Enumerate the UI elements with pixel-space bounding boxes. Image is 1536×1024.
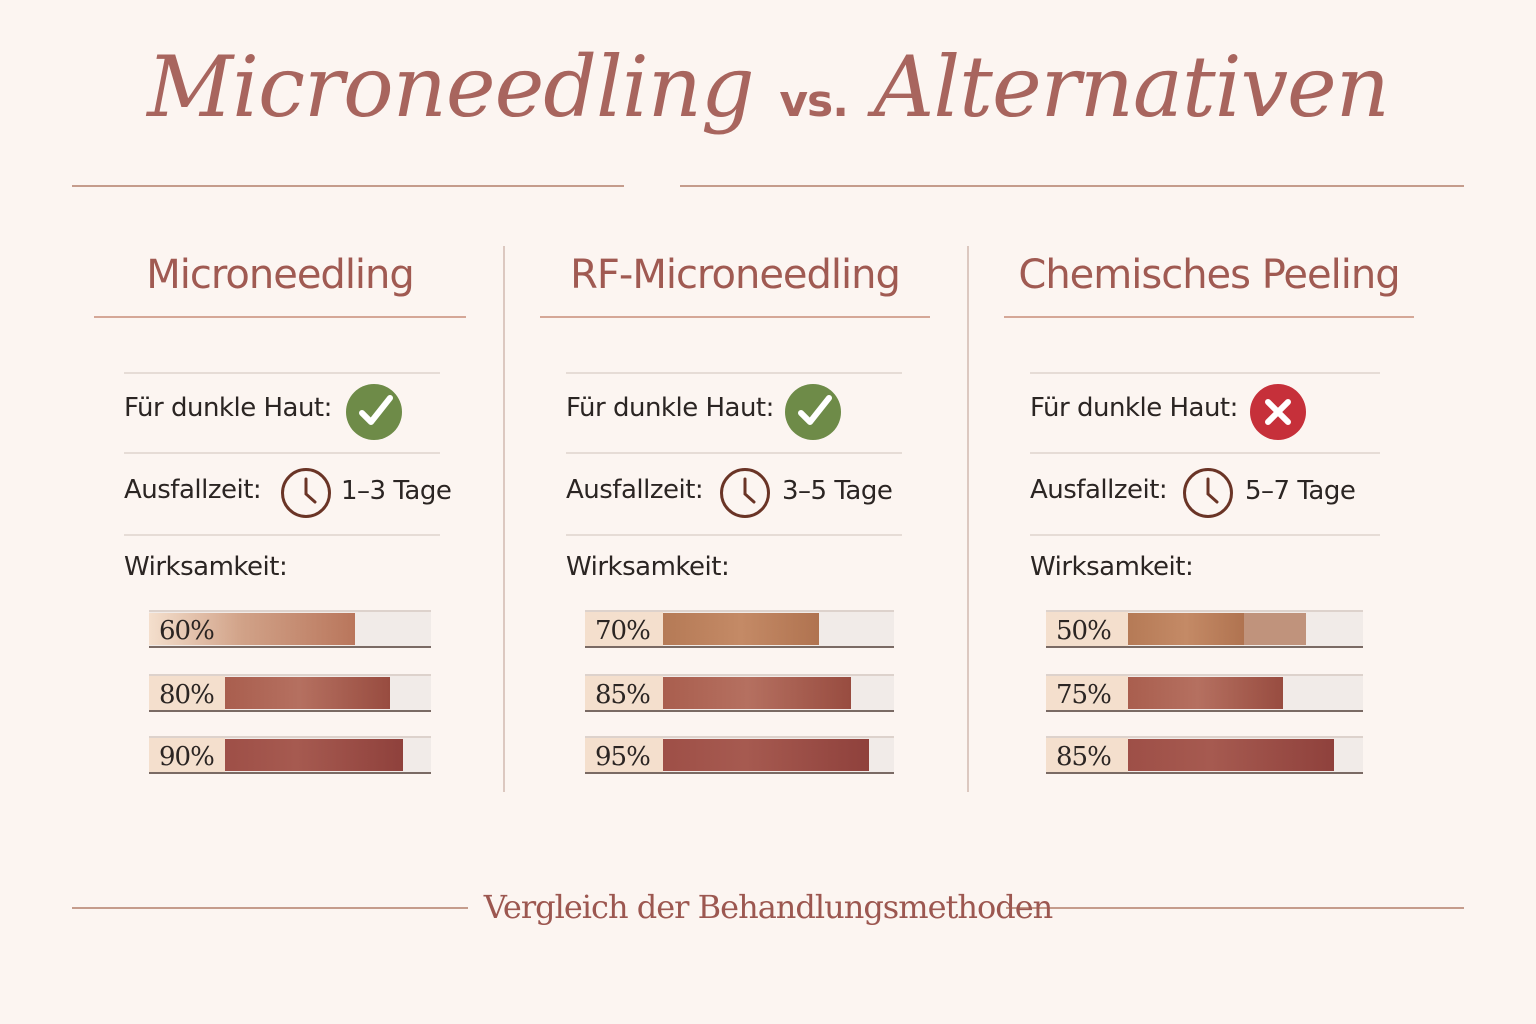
row-divider <box>1030 452 1380 454</box>
dark-skin-label: Für dunkle Haut: <box>566 393 774 423</box>
bar-value: 75% <box>1056 680 1112 710</box>
bar-value: 85% <box>1056 742 1112 772</box>
bar-fill <box>1128 677 1283 709</box>
bar-value: 90% <box>159 742 215 772</box>
bar-value: 60% <box>159 616 215 646</box>
clock-icon <box>1183 468 1233 518</box>
bar-fill-extension <box>1244 613 1306 645</box>
bar-fill <box>149 613 355 645</box>
effectiveness-label: Wirksamkeit: <box>1030 552 1194 582</box>
check-icon <box>785 384 841 440</box>
cross-icon <box>1250 384 1306 440</box>
effectiveness-bar: 60% <box>149 610 431 648</box>
effectiveness-bar: 90% <box>149 736 431 774</box>
bar-label-bg <box>149 676 225 710</box>
title-rule-left <box>72 185 624 187</box>
footer-caption: Vergleich der Behandlungsmethoden <box>483 888 1054 926</box>
effectiveness-bar: 75% <box>1046 674 1363 712</box>
footer-rule-left <box>72 907 468 909</box>
column-divider <box>967 246 969 792</box>
effectiveness-bar: 95% <box>585 736 894 774</box>
dark-skin-label: Für dunkle Haut: <box>1030 393 1238 423</box>
downtime-label: Ausfallzeit: <box>124 475 262 505</box>
row-divider <box>566 372 902 374</box>
downtime-value: 5–7 Tage <box>1245 476 1356 506</box>
page-title: Microneedling vs. Alternativen <box>0 38 1536 136</box>
effectiveness-label: Wirksamkeit: <box>124 552 288 582</box>
bar-fill <box>1128 613 1244 645</box>
row-divider <box>124 534 440 536</box>
dark-skin-label: Für dunkle Haut: <box>124 393 332 423</box>
title-rule-right <box>680 185 1464 187</box>
effectiveness-bar: 85% <box>585 674 894 712</box>
bar-value: 70% <box>595 616 651 646</box>
bar-value: 95% <box>595 742 651 772</box>
column-title: Chemisches Peeling <box>1018 252 1400 298</box>
row-divider <box>566 452 902 454</box>
check-icon <box>346 384 402 440</box>
footer-rule-right <box>1006 907 1464 909</box>
bar-label-bg <box>149 738 225 772</box>
bar-fill <box>663 613 819 645</box>
column-title-rule <box>1004 316 1414 318</box>
row-divider <box>566 534 902 536</box>
bar-fill <box>663 677 851 709</box>
bar-label-bg <box>1046 676 1128 710</box>
clock-icon <box>281 468 331 518</box>
title-part-2: Alternativen <box>873 38 1390 136</box>
bar-fill <box>1128 739 1334 771</box>
bar-label-bg <box>585 738 663 772</box>
downtime-label: Ausfallzeit: <box>1030 475 1168 505</box>
bar-label-bg <box>585 612 663 646</box>
column-divider <box>503 246 505 792</box>
title-part-1: Microneedling <box>147 38 755 136</box>
bar-label-bg <box>585 676 663 710</box>
effectiveness-bar: 70% <box>585 610 894 648</box>
downtime-value: 1–3 Tage <box>341 476 452 506</box>
column-title: RF-Microneedling <box>570 252 901 298</box>
row-divider <box>1030 372 1380 374</box>
bar-label-bg <box>1046 738 1128 772</box>
row-divider <box>124 452 440 454</box>
column-title: Microneedling <box>146 252 415 298</box>
effectiveness-bar: 50% <box>1046 610 1363 648</box>
column-title-rule <box>540 316 930 318</box>
bar-value: 50% <box>1056 616 1112 646</box>
effectiveness-label: Wirksamkeit: <box>566 552 730 582</box>
bar-fill <box>663 739 869 771</box>
bar-label-bg <box>1046 612 1128 646</box>
bar-value: 85% <box>595 680 651 710</box>
bar-fill <box>225 739 403 771</box>
bar-fill <box>225 677 390 709</box>
title-vs: vs. <box>779 76 849 127</box>
downtime-value: 3–5 Tage <box>782 476 893 506</box>
clock-icon <box>720 468 770 518</box>
column-title-rule <box>94 316 466 318</box>
row-divider <box>1030 534 1380 536</box>
effectiveness-bar: 85% <box>1046 736 1363 774</box>
effectiveness-bar: 80% <box>149 674 431 712</box>
bar-value: 80% <box>159 680 215 710</box>
row-divider <box>124 372 440 374</box>
downtime-label: Ausfallzeit: <box>566 475 704 505</box>
